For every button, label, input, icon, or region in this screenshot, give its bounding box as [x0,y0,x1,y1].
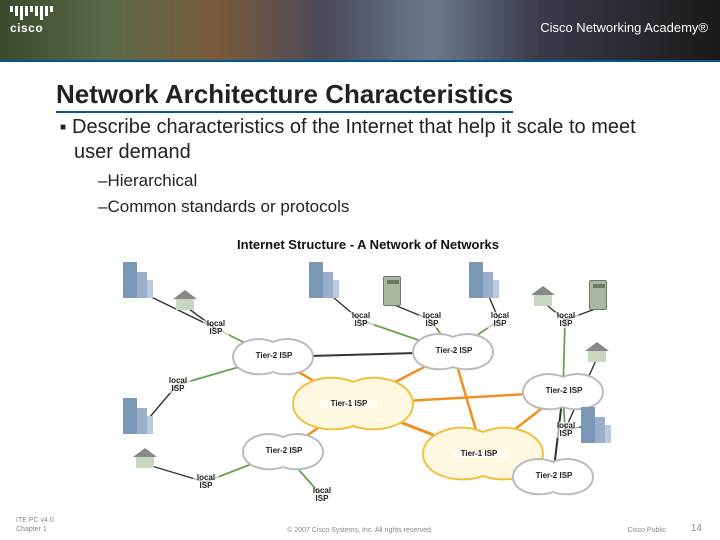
banner: cisco Cisco Networking Academy® [0,0,720,60]
diagram-title: Internet Structure - A Network of Networ… [56,237,680,252]
label-local-isp: localISP [487,312,513,328]
logo-text: cisco [10,21,53,35]
building-icon [469,262,499,298]
footer-page: 14 [691,523,702,534]
logo-bars [10,6,53,20]
diagram: Internet Structure - A Network of Networ… [56,237,680,502]
building-icon [309,262,339,298]
content: Network Architecture Characteristics ■ De… [0,62,720,502]
house-icon [173,290,197,310]
diagram-canvas: localISP localISP localISP localISP localISP… [123,262,613,502]
server-icon [383,276,401,306]
house-icon [133,448,157,468]
house-icon [531,286,555,306]
main-bullet: ■ Describe characteristics of the Interne… [56,115,680,165]
label-local-isp: localISP [203,320,229,336]
label-local-isp: localISP [419,312,445,328]
footer-right: Cisco Public [627,527,666,534]
cisco-logo: cisco [10,6,53,35]
label-local-isp: localISP [309,487,335,503]
building-icon [123,262,153,298]
label-local-isp: localISP [553,312,579,328]
server-icon [589,280,607,310]
label-local-isp: localISP [553,422,579,438]
slide-title: Network Architecture Characteristics [56,80,513,113]
bullet-icon: ■ [60,122,66,133]
building-icon [123,398,153,434]
main-bullet-text: Describe characteristics of the Internet… [72,116,636,163]
footer-copyright: © 2007 Cisco Systems, Inc. All rights re… [287,527,433,534]
house-icon [585,342,609,362]
footer-left: ITE PC v4.0 Chapter 1 [16,517,54,534]
building-icon [581,407,611,443]
label-local-isp: localISP [348,312,374,328]
label-local-isp: localISP [165,377,191,393]
sub-bullet-1: –Hierarchical [56,171,680,191]
academy-text: Cisco Networking Academy® [540,20,708,35]
sub-bullet-2: –Common standards or protocols [56,197,680,217]
label-local-isp: localISP [193,474,219,490]
